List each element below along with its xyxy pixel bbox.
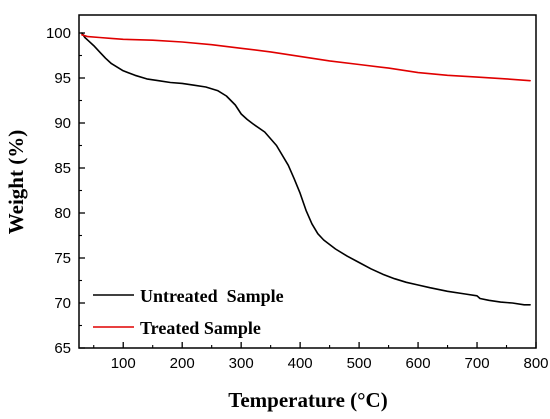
series-line-untreated — [81, 32, 531, 306]
x-tick-label: 300 — [229, 355, 254, 372]
y-tick-label: 65 — [54, 340, 71, 357]
y-tick-label: 100 — [46, 25, 71, 42]
series-line-treated — [81, 33, 531, 82]
y-tick-label: 90 — [54, 115, 71, 132]
legend: Untreated Sample Treated Sample — [93, 286, 284, 338]
plot-frame — [78, 14, 537, 349]
series-layer — [81, 32, 531, 306]
x-tick-label: 700 — [465, 355, 490, 372]
x-tick-label: 800 — [523, 355, 548, 372]
x-tick-label: 400 — [288, 355, 313, 372]
y-axis-title: Weight (%) — [4, 130, 28, 234]
legend-label-treated: Treated Sample — [140, 318, 261, 338]
y-tick-label: 85 — [54, 160, 71, 177]
x-tick-label: 100 — [111, 355, 136, 372]
x-tick-label: 200 — [170, 355, 195, 372]
x-tick-label: 600 — [406, 355, 431, 372]
y-tick-label: 75 — [54, 250, 71, 267]
y-tick-label: 70 — [54, 295, 71, 312]
ticks-layer: 100 200 300 400 500 600 700 800 65 70 75 80 85 90 95 10… — [46, 25, 549, 372]
y-tick-label: 95 — [54, 70, 71, 87]
x-axis-title: Temperature (°C) — [228, 388, 387, 412]
legend-label-untreated: Untreated Sample — [140, 286, 284, 306]
y-tick-label: 80 — [54, 205, 71, 222]
x-tick-label: 500 — [347, 355, 372, 372]
